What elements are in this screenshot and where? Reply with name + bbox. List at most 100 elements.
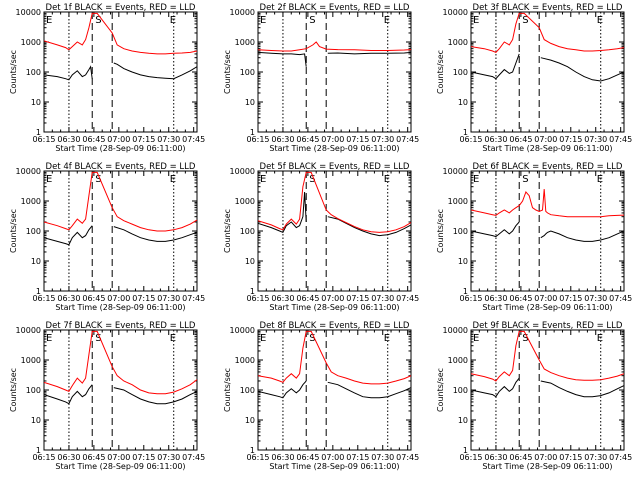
x-tick-label: 06:30 bbox=[484, 294, 507, 303]
y-tick-label: 10000 bbox=[443, 8, 468, 17]
x-axis-label: Start Time (28-Sep-09 06:11:00) bbox=[55, 303, 185, 312]
x-axis-label: Start Time (28-Sep-09 06:11:00) bbox=[55, 144, 185, 153]
x-tick-label: 07:45 bbox=[609, 135, 632, 144]
marker-label-s: S bbox=[522, 174, 528, 185]
y-tick-label: 10 bbox=[245, 416, 255, 425]
y-tick-label: 10 bbox=[458, 257, 468, 266]
marker-label-e-start: E bbox=[46, 15, 52, 26]
x-tick-label: 07:30 bbox=[157, 135, 180, 144]
y-tick-label: 100 bbox=[240, 386, 255, 395]
x-tick-label: 07:15 bbox=[132, 453, 155, 462]
y-tick-label: 10 bbox=[245, 98, 255, 107]
y-tick-label: 10 bbox=[458, 98, 468, 107]
x-tick-label: 07:30 bbox=[371, 453, 394, 462]
y-tick-label: 1 bbox=[250, 446, 255, 455]
marker-label-e-start: E bbox=[260, 333, 266, 344]
y-tick-label: 100 bbox=[26, 68, 41, 77]
panel-title: Det 3f BLACK = Events, RED = LLD bbox=[473, 3, 623, 13]
series-lld-line bbox=[44, 12, 197, 55]
detector-panel-6: 1 10 100 1000 10000 06:15 06:30 06:45 07:00 07:15… bbox=[436, 162, 632, 312]
x-tick-label: 06:15 bbox=[246, 135, 269, 144]
panel-title: Det 4f BLACK = Events, RED = LLD bbox=[46, 162, 196, 172]
x-tick-label: 06:15 bbox=[459, 453, 482, 462]
y-axis-label: Counts/sec bbox=[436, 50, 445, 94]
detector-panel-8: 1 10 100 1000 10000 06:15 06:30 06:45 07:00 07:15… bbox=[223, 321, 419, 471]
marker-label-e-start: E bbox=[260, 15, 266, 26]
x-tick-label: 07:15 bbox=[346, 135, 369, 144]
x-tick-label: 06:45 bbox=[509, 135, 532, 144]
y-tick-label: 1 bbox=[250, 128, 255, 137]
y-tick-label: 1 bbox=[463, 287, 468, 296]
marker-label-e-start: E bbox=[46, 174, 52, 185]
marker-label-s: S bbox=[95, 333, 101, 344]
series-lld-line bbox=[44, 171, 197, 232]
series-events-line bbox=[44, 62, 197, 81]
detector-panel-4: 1 10 100 1000 10000 06:15 06:30 06:45 07:00 07:15… bbox=[9, 162, 205, 312]
x-tick-label: 06:30 bbox=[57, 294, 80, 303]
y-tick-label: 100 bbox=[453, 386, 468, 395]
y-axis-label: Counts/sec bbox=[436, 209, 445, 253]
y-tick-label: 1 bbox=[36, 128, 41, 137]
marker-label-s: S bbox=[309, 333, 315, 344]
x-tick-label: 07:00 bbox=[107, 453, 130, 462]
x-tick-label: 07:45 bbox=[182, 135, 205, 144]
x-tick-label: 07:30 bbox=[371, 135, 394, 144]
panel-title: Det 5f BLACK = Events, RED = LLD bbox=[260, 162, 410, 172]
x-tick-label: 06:15 bbox=[459, 135, 482, 144]
series-events-line bbox=[258, 51, 411, 67]
series-events-line bbox=[471, 377, 624, 398]
marker-label-e-start: E bbox=[46, 333, 52, 344]
marker-label-e-end: E bbox=[384, 174, 390, 185]
y-tick-label: 1 bbox=[463, 446, 468, 455]
x-axis-label: Start Time (28-Sep-09 06:11:00) bbox=[269, 462, 399, 471]
x-tick-label: 07:00 bbox=[107, 135, 130, 144]
x-tick-label: 07:45 bbox=[396, 135, 419, 144]
x-tick-label: 06:15 bbox=[246, 294, 269, 303]
y-tick-label: 10000 bbox=[443, 326, 468, 335]
x-tick-label: 07:15 bbox=[559, 135, 582, 144]
marker-label-s: S bbox=[95, 15, 101, 26]
x-tick-label: 06:15 bbox=[32, 294, 55, 303]
x-axis-label: Start Time (28-Sep-09 06:11:00) bbox=[55, 462, 185, 471]
y-tick-label: 10000 bbox=[443, 167, 468, 176]
x-tick-label: 07:45 bbox=[609, 453, 632, 462]
y-tick-label: 10000 bbox=[16, 167, 41, 176]
y-tick-label: 1000 bbox=[235, 197, 255, 206]
y-axis-label: Counts/sec bbox=[9, 50, 18, 94]
x-tick-label: 07:00 bbox=[534, 453, 557, 462]
y-tick-label: 1 bbox=[463, 128, 468, 137]
series-events-line bbox=[258, 380, 411, 399]
panel-title: Det 9f BLACK = Events, RED = LLD bbox=[473, 321, 623, 331]
series-events-line bbox=[44, 384, 197, 405]
series-lld-line bbox=[471, 189, 624, 218]
x-tick-label: 07:30 bbox=[157, 453, 180, 462]
y-tick-label: 1000 bbox=[235, 356, 255, 365]
x-axis-label: Start Time (28-Sep-09 06:11:00) bbox=[482, 462, 612, 471]
detector-panel-2: 1 10 100 1000 10000 06:15 06:30 06:45 07:00 07:15… bbox=[223, 3, 419, 153]
marker-label-s: S bbox=[309, 15, 315, 26]
x-tick-label: 06:45 bbox=[82, 135, 105, 144]
x-tick-label: 07:15 bbox=[559, 294, 582, 303]
x-axis-label: Start Time (28-Sep-09 06:11:00) bbox=[269, 144, 399, 153]
series-lld-line bbox=[471, 12, 624, 53]
x-tick-label: 06:45 bbox=[296, 453, 319, 462]
x-tick-label: 07:45 bbox=[182, 453, 205, 462]
y-axis-label: Counts/sec bbox=[436, 368, 445, 412]
marker-label-e-end: E bbox=[170, 15, 176, 26]
x-tick-label: 06:30 bbox=[484, 453, 507, 462]
panel-title: Det 6f BLACK = Events, RED = LLD bbox=[473, 162, 623, 172]
y-tick-label: 10000 bbox=[230, 167, 255, 176]
y-axis-label: Counts/sec bbox=[223, 368, 232, 412]
x-tick-label: 06:30 bbox=[271, 294, 294, 303]
y-tick-label: 1 bbox=[250, 287, 255, 296]
marker-label-e-start: E bbox=[473, 15, 479, 26]
y-tick-label: 1000 bbox=[21, 197, 41, 206]
y-tick-label: 10000 bbox=[230, 326, 255, 335]
series-lld-line bbox=[258, 41, 411, 52]
y-tick-label: 10000 bbox=[16, 8, 41, 17]
x-tick-label: 07:00 bbox=[321, 453, 344, 462]
x-tick-label: 06:15 bbox=[246, 453, 269, 462]
marker-label-s: S bbox=[522, 333, 528, 344]
x-tick-label: 07:15 bbox=[132, 135, 155, 144]
y-tick-label: 10 bbox=[31, 257, 41, 266]
